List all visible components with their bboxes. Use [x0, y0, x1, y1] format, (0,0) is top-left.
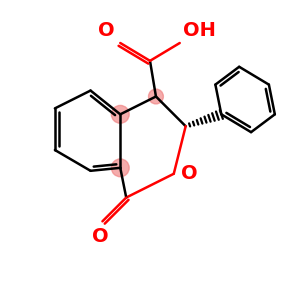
Text: O: O: [181, 164, 198, 183]
Text: OH: OH: [183, 21, 216, 40]
Circle shape: [111, 159, 129, 177]
Text: O: O: [98, 21, 114, 40]
Text: O: O: [92, 227, 108, 246]
Circle shape: [148, 89, 164, 104]
Circle shape: [111, 105, 129, 123]
